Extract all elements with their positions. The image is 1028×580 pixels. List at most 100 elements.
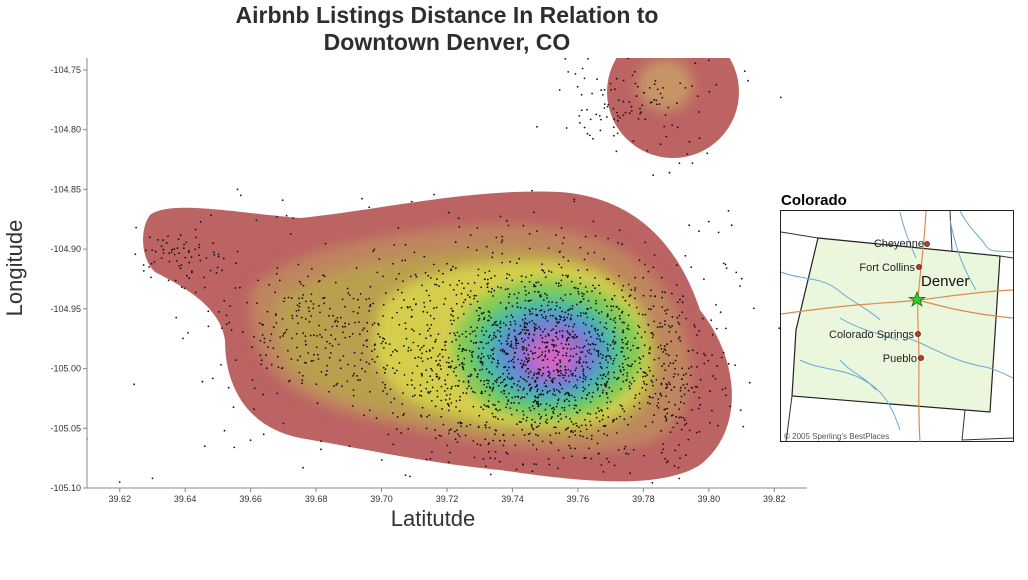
listing-point <box>173 248 176 250</box>
listing-point <box>484 390 487 393</box>
listing-point <box>511 279 514 282</box>
listing-point <box>344 322 346 325</box>
listing-point <box>661 365 663 367</box>
chart-title: Airbnb Listings Distance In Relation to … <box>170 2 724 56</box>
listing-point <box>582 312 585 315</box>
listing-point <box>610 309 613 312</box>
listing-point <box>542 393 545 396</box>
listing-point <box>495 236 498 239</box>
listing-point <box>542 330 544 333</box>
listing-point <box>281 199 284 202</box>
listing-point <box>502 389 505 392</box>
listing-point <box>636 85 639 88</box>
listing-point <box>691 85 693 88</box>
listing-point <box>526 323 528 326</box>
listing-point <box>538 413 541 416</box>
listing-point <box>520 275 523 278</box>
listing-point <box>641 104 644 107</box>
listing-point <box>703 362 706 365</box>
listing-point <box>628 112 631 114</box>
listing-point <box>677 321 680 324</box>
listing-point <box>400 291 403 294</box>
listing-point <box>431 386 434 389</box>
listing-point <box>524 332 527 335</box>
listing-point <box>537 434 539 437</box>
listing-point <box>354 321 356 324</box>
listing-point <box>559 391 561 394</box>
listing-point <box>651 332 654 334</box>
listing-point <box>515 342 517 344</box>
listing-point <box>433 193 435 196</box>
listing-point <box>392 262 394 265</box>
listing-point <box>491 256 494 259</box>
listing-point <box>525 326 527 329</box>
listing-point <box>601 391 604 394</box>
listing-point <box>373 348 376 351</box>
listing-point <box>463 349 466 351</box>
listing-point <box>688 429 691 432</box>
listing-point <box>368 363 371 365</box>
listing-point <box>361 197 363 200</box>
listing-point <box>287 296 290 299</box>
listing-point <box>450 387 453 390</box>
listing-point <box>289 233 292 235</box>
listing-point <box>461 361 464 364</box>
listing-point <box>573 385 575 388</box>
listing-point <box>591 395 594 398</box>
listing-point <box>493 289 496 292</box>
listing-point <box>647 308 650 310</box>
listing-point <box>669 431 672 434</box>
listing-point <box>430 356 433 359</box>
listing-point <box>488 370 491 373</box>
listing-point <box>497 400 500 403</box>
listing-point <box>529 432 531 435</box>
listing-point <box>162 252 165 254</box>
listing-point <box>584 378 587 381</box>
listing-point <box>450 307 453 310</box>
listing-point <box>586 132 589 135</box>
listing-point <box>613 118 615 120</box>
listing-point <box>678 444 680 446</box>
listing-point <box>534 396 537 399</box>
listing-point <box>328 356 331 359</box>
listing-point <box>572 372 574 375</box>
listing-point <box>431 369 434 372</box>
listing-point <box>673 373 676 375</box>
listing-point <box>530 299 532 302</box>
listing-point <box>571 374 574 377</box>
listing-point <box>198 254 200 257</box>
listing-point <box>529 409 532 412</box>
listing-point <box>499 376 502 378</box>
listing-point <box>545 315 547 318</box>
listing-point <box>502 322 505 324</box>
listing-point <box>643 382 646 385</box>
listing-point <box>485 330 488 333</box>
listing-point <box>642 375 644 378</box>
listing-point <box>648 348 651 351</box>
listing-point <box>474 369 477 372</box>
listing-point <box>510 359 513 362</box>
listing-point <box>555 282 558 285</box>
listing-point <box>603 258 605 260</box>
listing-point <box>341 385 343 387</box>
listing-point <box>542 299 545 301</box>
listing-point <box>606 407 609 410</box>
listing-point <box>583 332 586 335</box>
listing-point <box>527 367 530 370</box>
listing-point <box>334 338 337 341</box>
listing-point <box>598 335 600 337</box>
listing-point <box>581 365 583 368</box>
listing-point <box>440 385 443 388</box>
listing-point <box>680 386 682 389</box>
listing-point <box>447 409 450 412</box>
listing-point <box>603 432 606 435</box>
listing-point <box>501 418 504 421</box>
listing-point <box>352 389 355 391</box>
listing-point <box>601 332 604 335</box>
listing-point <box>507 287 509 290</box>
listing-point <box>389 388 392 391</box>
listing-point <box>624 445 627 448</box>
listing-point <box>488 270 491 272</box>
listing-point <box>721 388 724 391</box>
listing-point <box>644 241 647 244</box>
